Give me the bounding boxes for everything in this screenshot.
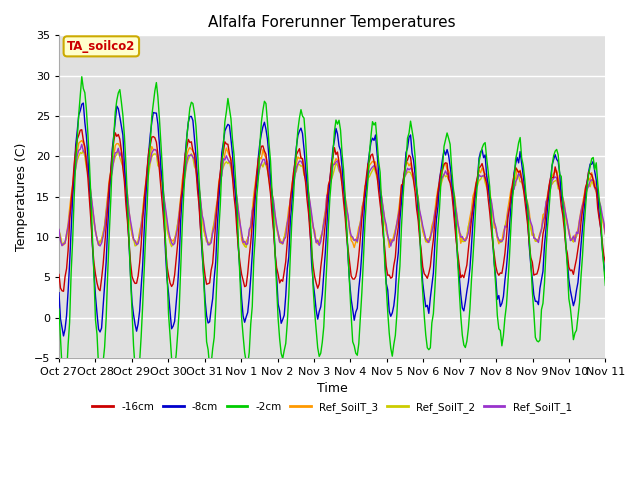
X-axis label: Time: Time bbox=[317, 383, 348, 396]
Y-axis label: Temperatures (C): Temperatures (C) bbox=[15, 143, 28, 251]
Text: TA_soilco2: TA_soilco2 bbox=[67, 40, 136, 53]
Legend: -16cm, -8cm, -2cm, Ref_SoilT_3, Ref_SoilT_2, Ref_SoilT_1: -16cm, -8cm, -2cm, Ref_SoilT_3, Ref_Soil… bbox=[88, 398, 576, 417]
Title: Alfalfa Forerunner Temperatures: Alfalfa Forerunner Temperatures bbox=[209, 15, 456, 30]
